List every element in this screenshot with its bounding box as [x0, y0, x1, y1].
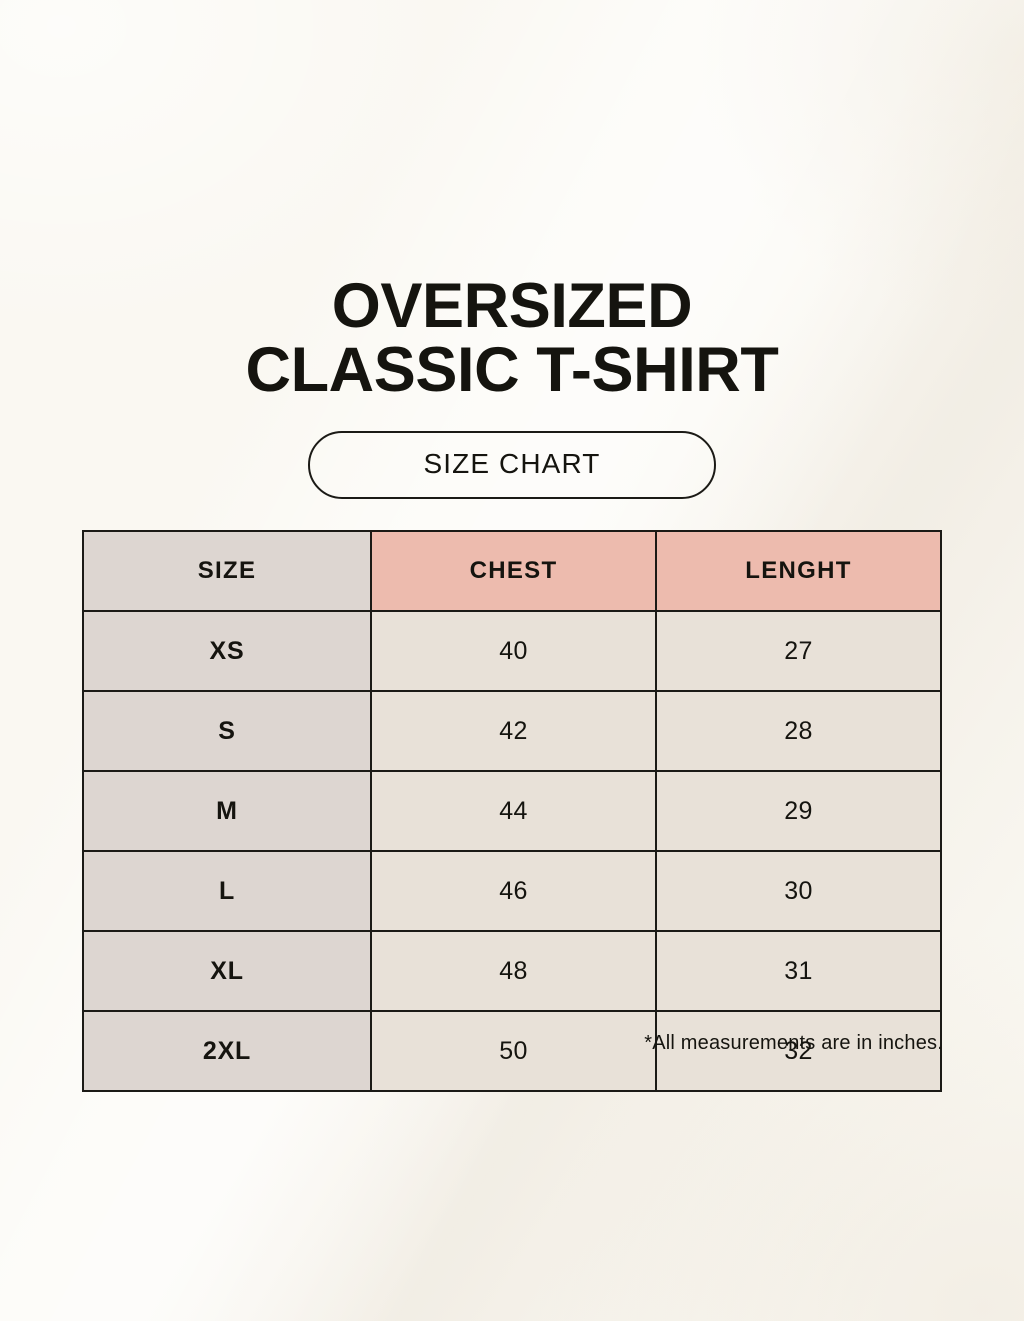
- column-header-size: SIZE: [82, 530, 372, 612]
- size-chart-badge-wrapper: SIZE CHART: [0, 431, 1024, 499]
- cell-length: 28: [655, 690, 942, 772]
- cell-size: M: [82, 770, 372, 852]
- cell-chest: 48: [370, 930, 657, 1012]
- cell-chest: 46: [370, 850, 657, 932]
- table-header-row: SIZE CHEST LENGHT: [82, 530, 942, 612]
- size-chart-badge: SIZE CHART: [308, 431, 716, 499]
- cell-size: L: [82, 850, 372, 932]
- cell-length: 31: [655, 930, 942, 1012]
- table-row: XS 40 27: [82, 610, 942, 692]
- table-row: XL 48 31: [82, 930, 942, 1012]
- cell-size: S: [82, 690, 372, 772]
- cell-chest: 44: [370, 770, 657, 852]
- table-row: M 44 29: [82, 770, 942, 852]
- measurement-note: *All measurements are in inches.: [644, 1032, 943, 1054]
- cell-length: 32: [655, 1010, 942, 1092]
- cell-chest: 40: [370, 610, 657, 692]
- page-title: OVERSIZED CLASSIC T-SHIRT: [0, 274, 1024, 402]
- cell-size: 2XL: [82, 1010, 372, 1092]
- title-line-1: OVERSIZED: [331, 271, 693, 341]
- cell-size: XL: [82, 930, 372, 1012]
- table-row: 2XL 50 32: [82, 1010, 942, 1092]
- table-row: S 42 28: [82, 690, 942, 772]
- cell-length: 29: [655, 770, 942, 852]
- column-header-chest: CHEST: [370, 530, 657, 612]
- cell-chest: 50: [370, 1010, 657, 1092]
- size-chart-table-wrapper: SIZE CHEST LENGHT XS 40 27 S 42 28 M: [82, 530, 942, 1092]
- cell-length: 30: [655, 850, 942, 932]
- cell-size: XS: [82, 610, 372, 692]
- title-line-2: CLASSIC T-SHIRT: [245, 335, 779, 405]
- table-row: L 46 30: [82, 850, 942, 932]
- cell-chest: 42: [370, 690, 657, 772]
- column-header-length: LENGHT: [655, 530, 942, 612]
- size-chart-table: SIZE CHEST LENGHT XS 40 27 S 42 28 M: [82, 530, 942, 1092]
- cell-length: 27: [655, 610, 942, 692]
